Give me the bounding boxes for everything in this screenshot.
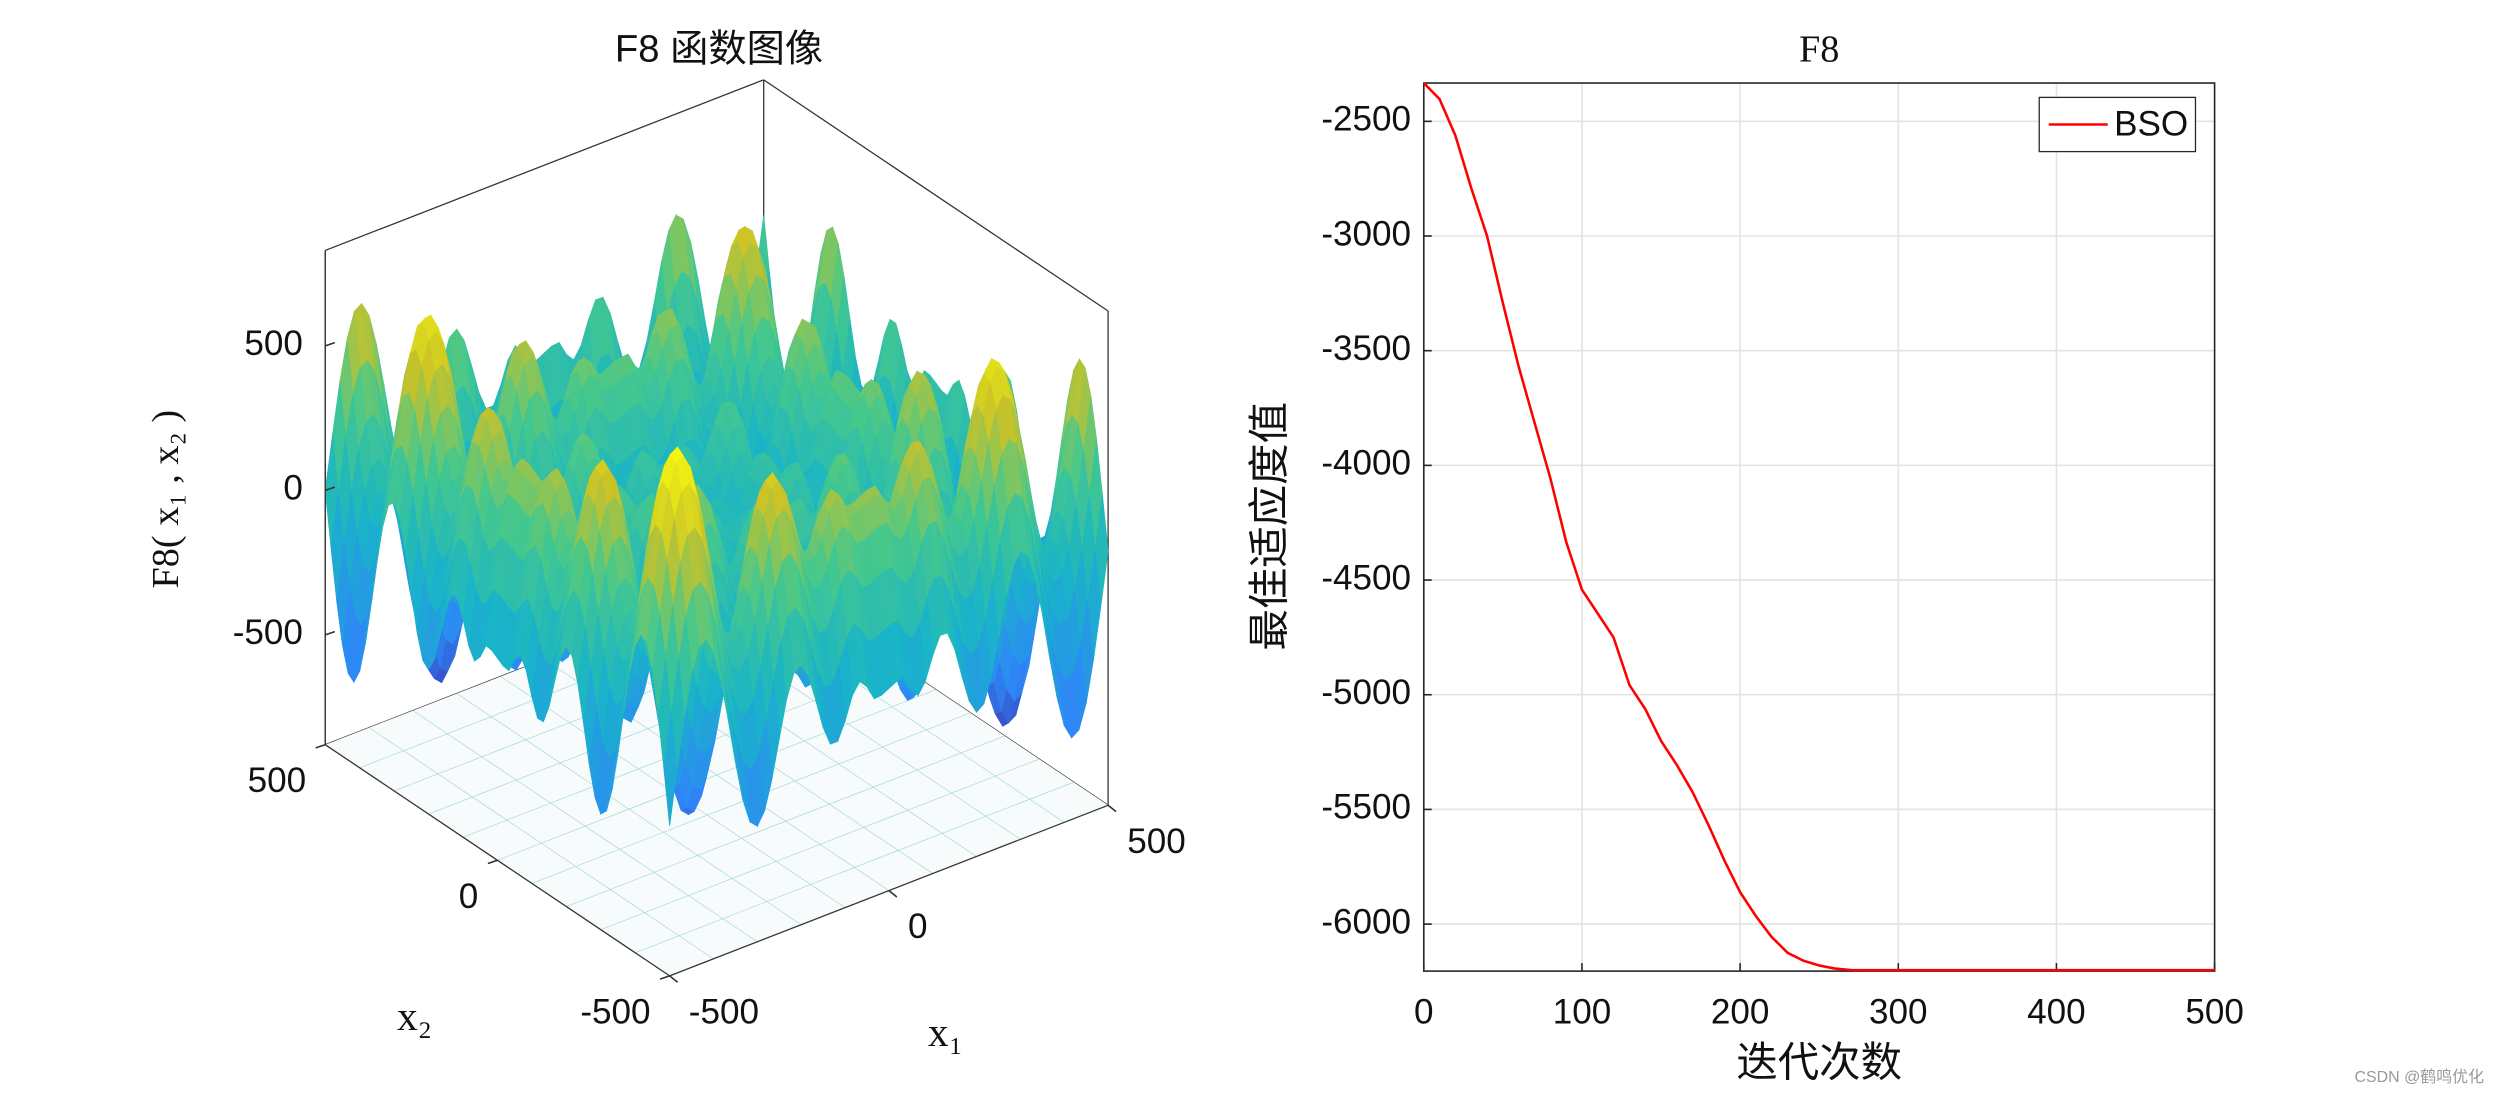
- box-edge: [325, 79, 764, 252]
- y-tick-label: -500: [580, 992, 650, 1031]
- x-tick: [1107, 804, 1117, 813]
- surface-patch: [663, 713, 678, 826]
- y-tick-label: -2500: [1321, 100, 1411, 139]
- y-tick-label: 0: [459, 877, 479, 916]
- y-axis-label: x₂: [397, 993, 432, 1039]
- y-tick-label: -5000: [1321, 673, 1411, 712]
- box-edge: [763, 79, 1109, 312]
- data-line: [1422, 82, 2215, 972]
- line-chart: 0 100 200 300 400 500 -6000 -5500 -5000 -4500 -400…: [1246, 29, 2243, 1086]
- z-tick: [325, 341, 336, 347]
- y-tick-label: -6000: [1321, 902, 1411, 941]
- y-tick: [659, 975, 670, 980]
- legend-label: BSO: [2114, 104, 2188, 143]
- y-tick: [487, 859, 498, 865]
- watermark: CSDN @鹤鸣优化: [2355, 1068, 2485, 1086]
- x-tick-label: 500: [1127, 822, 1186, 861]
- x-tick: [669, 975, 679, 983]
- y-axis-label: 最佳适应度值: [1246, 402, 1292, 651]
- x-tick-label: 300: [1869, 992, 1928, 1031]
- z-tick-label: 500: [244, 324, 303, 363]
- x-tick-label: 0: [908, 907, 928, 946]
- x-tick-label: 200: [1711, 992, 1770, 1031]
- y-tick-label: -4000: [1321, 444, 1411, 483]
- z-tick-label: 0: [283, 469, 303, 508]
- y-tick-label: 500: [248, 761, 307, 800]
- x-axis-label: 迭代次数: [1736, 1039, 1902, 1085]
- x-tick-label: 0: [1414, 992, 1434, 1031]
- x-tick-label: 400: [2027, 992, 2086, 1031]
- x-tick: [888, 889, 898, 898]
- y-tick-label: -3500: [1321, 329, 1411, 368]
- surface-chart: -500 0 500 -500 0 500 -500 0 500 F8 函数图像 x₁ x₂ F8( x…: [145, 27, 1186, 1055]
- x-tick-label: -500: [689, 992, 759, 1031]
- z-tick: [325, 630, 336, 636]
- y-tick-label: -4500: [1321, 558, 1411, 597]
- axes-box: [1422, 82, 2216, 972]
- x-tick-label: 100: [1553, 992, 1612, 1031]
- x-axis-label: x₁: [928, 1009, 963, 1055]
- z-axis-label: F8( x₁ , x₂ ): [145, 410, 187, 589]
- plot-area: [1423, 83, 2215, 972]
- y-tick: [315, 743, 326, 749]
- contour-line: [497, 689, 937, 861]
- chart-title: F8: [1799, 29, 1839, 71]
- z-tick: [325, 486, 336, 492]
- z-tick-label: -500: [233, 613, 303, 652]
- chart-title: F8 函数图像: [615, 27, 823, 70]
- y-tick-label: -3000: [1321, 214, 1411, 253]
- y-tick-label: -5500: [1321, 788, 1411, 827]
- x-tick-label: 500: [2185, 992, 2244, 1031]
